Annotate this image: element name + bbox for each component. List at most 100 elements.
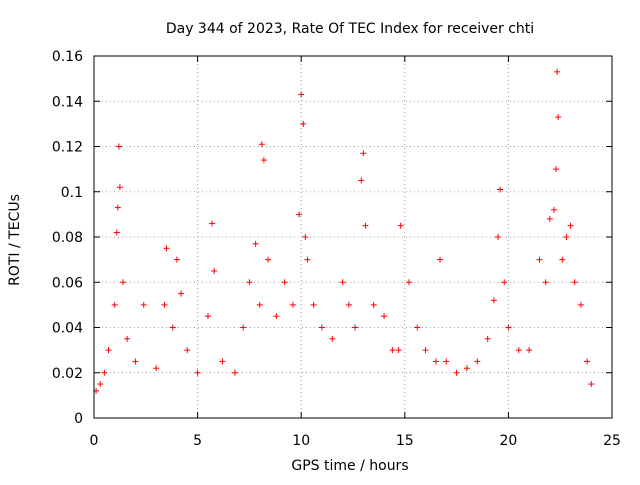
data-point [209, 220, 216, 227]
data-point [169, 324, 176, 331]
data-point [389, 347, 396, 354]
data-point [204, 313, 211, 320]
data-point [97, 381, 104, 388]
data-point [588, 381, 595, 388]
data-point [246, 279, 253, 286]
axis-ticks [93, 55, 613, 419]
data-point [256, 301, 263, 308]
data-point [289, 301, 296, 308]
y-tick-label: 0 [74, 411, 83, 427]
data-point [194, 369, 201, 376]
data-point [536, 256, 543, 263]
data-point [219, 358, 226, 365]
data-point [304, 256, 311, 263]
data-point [252, 240, 259, 247]
y-tick-labels: 0 0.02 0.04 0.06 0.08 0.1 0.12 0.14 0.16 [52, 49, 83, 427]
data-point [178, 290, 185, 297]
y-tick-label: 0.02 [52, 366, 83, 382]
data-point [140, 301, 147, 308]
data-point [101, 369, 108, 376]
data-point [358, 177, 365, 184]
data-point [163, 245, 170, 252]
data-point [453, 369, 460, 376]
data-point [501, 279, 508, 286]
y-tick-label: 0.14 [52, 94, 83, 110]
data-point [542, 279, 549, 286]
data-point [184, 347, 191, 354]
data-point [113, 229, 120, 236]
data-point [397, 222, 404, 229]
y-tick-label: 0.08 [52, 230, 83, 246]
data-point [497, 186, 504, 193]
data-point [362, 222, 369, 229]
data-point [273, 313, 280, 320]
data-point [550, 206, 557, 213]
data-point [553, 166, 560, 173]
data-point [173, 256, 180, 263]
data-point [505, 324, 512, 331]
data-point [132, 358, 139, 365]
x-axis-label: GPS time / hours [291, 458, 408, 474]
data-point [495, 234, 502, 240]
data-point [405, 279, 412, 286]
data-point [422, 347, 429, 354]
y-tick-label: 0.04 [52, 321, 83, 337]
y-tick-label: 0.12 [52, 140, 83, 156]
data-point [360, 150, 367, 157]
data-point [310, 301, 317, 308]
data-point [318, 324, 325, 331]
data-point [484, 335, 491, 342]
data-point [370, 301, 377, 308]
x-tick-label: 0 [90, 433, 99, 449]
data-point [554, 68, 561, 75]
data-point [265, 256, 272, 263]
data-point [116, 184, 123, 191]
x-tick-label: 15 [396, 433, 414, 449]
data-point [260, 157, 267, 164]
x-tick-label: 10 [292, 433, 310, 449]
data-point [443, 358, 450, 365]
y-tick-label: 0.1 [61, 185, 83, 201]
data-point [329, 335, 336, 342]
data-point [567, 222, 574, 229]
data-point [577, 301, 584, 308]
data-point [231, 369, 238, 376]
data-point [114, 204, 121, 211]
data-point [571, 279, 578, 286]
data-point [381, 313, 388, 320]
x-tick-labels: 0 5 10 15 20 25 [90, 433, 621, 449]
data-point [240, 324, 247, 331]
y-tick-label: 0.06 [52, 275, 83, 291]
data-point [124, 335, 131, 342]
data-point [437, 256, 444, 263]
data-point [559, 256, 566, 263]
data-point [120, 279, 127, 286]
x-tick-label: 25 [603, 433, 621, 449]
data-point [352, 324, 359, 331]
data-point [153, 365, 160, 372]
data-point [490, 297, 497, 304]
data-point [432, 358, 439, 365]
grid-lines [94, 56, 612, 418]
scatter-points [93, 68, 595, 394]
data-point [115, 143, 122, 150]
data-point [302, 234, 309, 240]
y-tick-label: 0.16 [52, 49, 83, 65]
data-point [526, 347, 533, 354]
data-point [211, 267, 218, 274]
data-point [584, 358, 591, 365]
y-axis-label: ROTI / TECUs [7, 194, 23, 286]
data-point [296, 211, 303, 218]
data-point [555, 114, 562, 121]
x-tick-label: 5 [193, 433, 202, 449]
data-point [300, 120, 307, 127]
x-tick-label: 20 [499, 433, 517, 449]
data-point [463, 365, 470, 372]
data-point [105, 347, 112, 354]
data-point [258, 141, 265, 148]
data-point [474, 358, 481, 365]
data-point [563, 234, 570, 240]
data-point [298, 91, 305, 98]
data-point [395, 347, 402, 354]
